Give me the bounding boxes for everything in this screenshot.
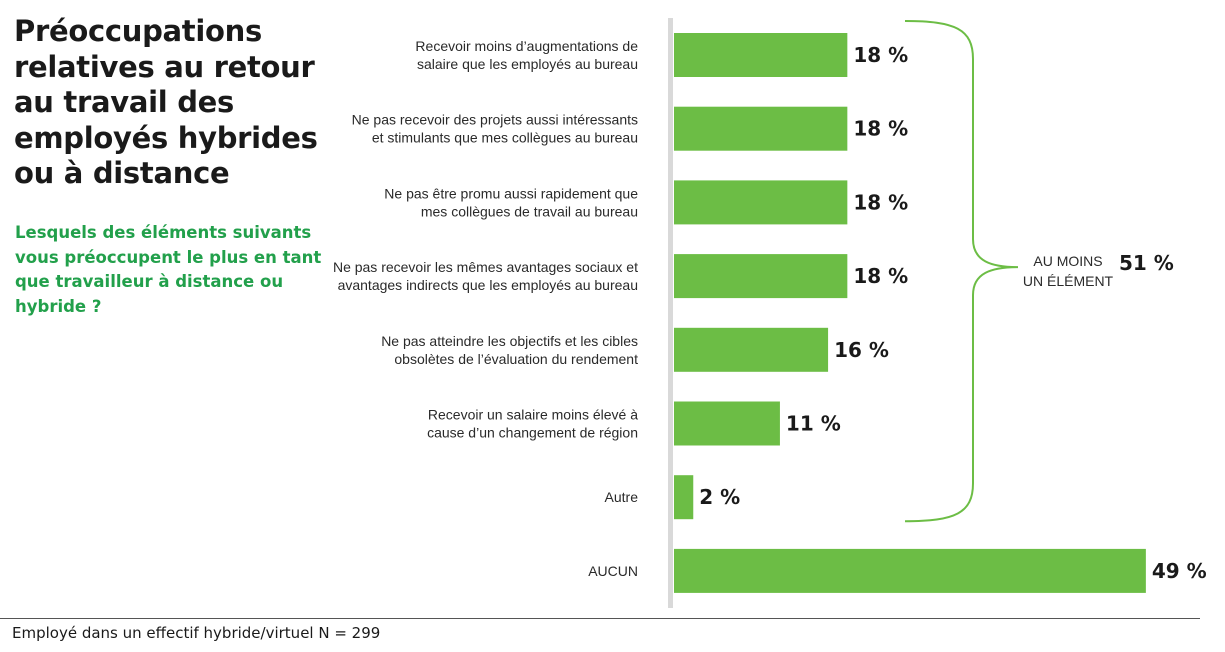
category-label-6-line-0: Autre (605, 489, 639, 505)
category-label-7-line-0: AUCUN (588, 563, 638, 579)
summary-bracket (904, 20, 1019, 523)
annotation-line-2: UN ÉLÉMENT (1023, 273, 1114, 289)
value-label-6: 2 % (699, 485, 740, 509)
annotation-value: 51 % (1119, 251, 1174, 275)
footnote-rule (0, 618, 1200, 619)
category-label-2-line-0: Ne pas être promu aussi rapidement que (384, 185, 638, 201)
chart-subtitle: Lesquels des éléments suivants vous préo… (15, 223, 322, 316)
value-label-0: 18 % (853, 43, 908, 67)
category-label-0-line-0: Recevoir moins d’augmentations de (415, 38, 638, 54)
bar-chart: Recevoir moins d’augmentations de salaire… (333, 18, 1207, 608)
value-label-4: 16 % (834, 338, 889, 362)
category-label-0-line-1: salaire que les employés au bureau (417, 56, 638, 72)
bar-4 (674, 327, 829, 372)
value-label-5: 11 % (786, 412, 841, 436)
bar-5 (674, 401, 780, 446)
chart-title: Préoccupations relatives au retour au tr… (14, 14, 318, 190)
category-label-1-line-0: Ne pas recevoir des projets aussi intére… (352, 112, 638, 128)
bar-7 (674, 548, 1146, 593)
value-label-2: 18 % (853, 190, 908, 214)
category-label-2-line-1: mes collègues de travail au bureau (421, 203, 638, 219)
bar-0 (674, 33, 848, 77)
category-label-5-line-0: Recevoir un salaire moins élevé à (428, 407, 638, 423)
bar-1 (674, 106, 848, 151)
axis-line (668, 18, 673, 608)
category-labels-group: Recevoir moins d’augmentations de salaire… (333, 38, 638, 579)
annotation-line-1: AU MOINS (1033, 253, 1102, 269)
bar-6 (674, 475, 694, 520)
value-label-7: 49 % (1152, 559, 1207, 583)
footnote: Employé dans un effectif hybride/virtuel… (12, 624, 381, 642)
value-labels-group: 18 % 18 % 18 % 18 % 16 % 11 % 2 % 49 % (699, 43, 1206, 583)
value-label-3: 18 % (853, 264, 908, 288)
bar-2 (674, 180, 848, 225)
bars-group (674, 33, 1146, 593)
category-label-3-line-1: avantages indirects que les employés au … (338, 277, 638, 293)
bar-3 (674, 254, 848, 299)
value-label-1: 18 % (853, 117, 908, 141)
category-label-1-line-1: et stimulants que mes collègues au burea… (372, 130, 638, 146)
category-label-3-line-0: Ne pas recevoir les mêmes avantages soci… (333, 259, 638, 275)
category-label-4-line-0: Ne pas atteindre les objectifs et les ci… (381, 333, 638, 349)
category-label-4-line-1: obsolètes de l’évaluation du rendement (394, 351, 638, 367)
category-label-5-line-1: cause d’un changement de région (427, 425, 638, 441)
